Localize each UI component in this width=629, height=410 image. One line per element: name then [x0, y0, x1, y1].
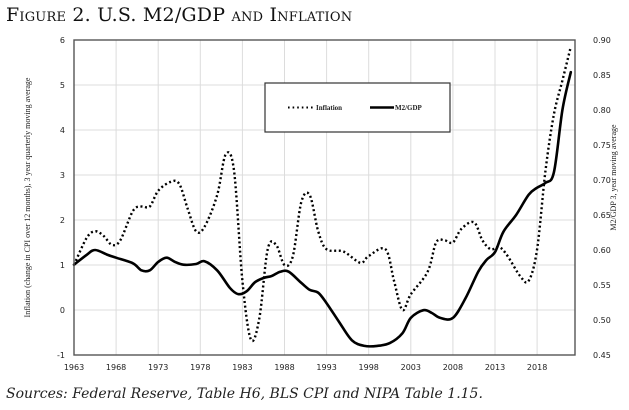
x-tick-label: 2003 — [401, 363, 421, 372]
y2-tick-label: 0.60 — [593, 246, 611, 255]
y2-axis-label: M2/GDP 3, year moving average — [609, 124, 618, 231]
x-tick-label: 1993 — [316, 363, 336, 372]
y-tick-label: 4 — [60, 126, 65, 135]
x-tick-label: 1998 — [359, 363, 379, 372]
plot-frame — [73, 39, 576, 356]
series-lines — [72, 46, 573, 348]
y2-tick-label: 0.45 — [593, 351, 611, 360]
y2-axis-ticks: 0.45 0.50 0.55 0.60 0.65 0.70 0.75 0.80 0.85 0.90 — [593, 36, 611, 360]
y2-tick-label: 0.65 — [593, 211, 611, 220]
legend-label-m2-gdp: M2/GDP — [395, 104, 423, 112]
legend: Inflation M2/GDP — [264, 82, 451, 133]
y-axis-label: Inflation (change in CPI over 12 months)… — [23, 77, 32, 317]
y-tick-label: 3 — [60, 171, 65, 180]
y2-tick-label: 0.70 — [593, 176, 611, 185]
x-tick-label: 1978 — [190, 363, 210, 372]
x-tick-label: 1988 — [274, 363, 294, 372]
y-tick-label: 0 — [60, 306, 65, 315]
y2-tick-label: 0.55 — [593, 281, 611, 290]
x-tick-label: 1968 — [106, 363, 126, 372]
y-axis-ticks: -1 0 1 2 3 4 5 6 — [57, 36, 65, 360]
figure-source: Sources: Federal Reserve, Table H6, BLS … — [6, 386, 483, 402]
y-tick-label: -1 — [57, 351, 65, 360]
x-tick-label: 1963 — [64, 363, 84, 372]
figure-title: Figure 2. U.S. M2/GDP and Inflation — [6, 4, 353, 26]
y2-tick-label: 0.75 — [593, 141, 611, 150]
x-axis-ticks: 1963 1968 1973 1978 1983 1988 1993 1998 2003 2008… — [64, 363, 547, 372]
x-tick-label: 2013 — [485, 363, 505, 372]
y2-tick-label: 0.80 — [593, 106, 611, 115]
legend-label-inflation: Inflation — [316, 104, 342, 112]
x-tick-label: 1983 — [232, 363, 252, 372]
legend-box — [264, 82, 451, 133]
y-tick-label: 1 — [60, 261, 65, 270]
y2-tick-label: 0.85 — [593, 71, 611, 80]
y2-tick-label: 0.90 — [593, 36, 611, 45]
series-line-inflation — [72, 46, 572, 343]
series-line-m2-gdp — [72, 70, 573, 348]
y-tick-label: 5 — [60, 81, 65, 90]
y-tick-label: 2 — [60, 216, 65, 225]
x-tick-label: 2018 — [527, 363, 547, 372]
x-tick-label: 2008 — [443, 363, 463, 372]
y-tick-label: 6 — [60, 36, 65, 45]
y2-tick-label: 0.50 — [593, 316, 611, 325]
x-tick-label: 1973 — [148, 363, 168, 372]
